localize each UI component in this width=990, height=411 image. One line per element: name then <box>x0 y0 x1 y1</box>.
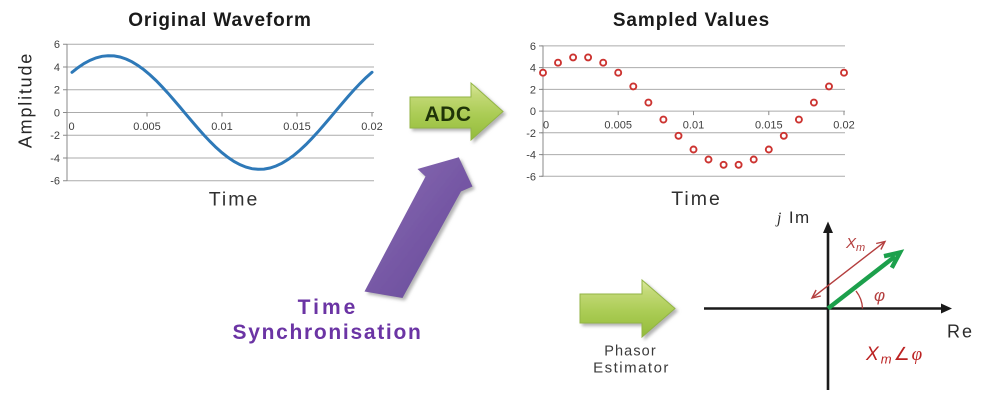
svg-text:Time: Time <box>671 188 722 210</box>
svg-text:Time: Time <box>209 189 260 211</box>
svg-text:0: 0 <box>68 121 74 133</box>
svg-text:2: 2 <box>54 85 60 97</box>
svg-text:0: 0 <box>543 120 549 132</box>
svg-text:Re: Re <box>947 322 974 342</box>
svg-text:0.015: 0.015 <box>755 120 783 132</box>
svg-text:-2: -2 <box>526 128 536 140</box>
svg-text:0.01: 0.01 <box>211 121 232 133</box>
svg-text:4: 4 <box>54 62 60 74</box>
svg-text:-6: -6 <box>526 171 536 183</box>
svg-text:Xm∠φ: Xm∠φ <box>865 344 924 367</box>
svg-text:Sampled Values: Sampled Values <box>613 10 770 31</box>
svg-text:0.015: 0.015 <box>283 121 311 133</box>
svg-text:0.02: 0.02 <box>361 121 382 133</box>
svg-text:0.02: 0.02 <box>833 120 854 132</box>
svg-text:0: 0 <box>530 106 536 118</box>
svg-text:Estimator: Estimator <box>593 360 670 377</box>
svg-text:Synchronisation: Synchronisation <box>232 321 422 344</box>
svg-text:-2: -2 <box>50 130 60 142</box>
svg-text:4: 4 <box>530 63 536 75</box>
svg-text:-4: -4 <box>526 150 536 162</box>
svg-text:j Im: j Im <box>775 208 811 227</box>
svg-text:Phasor: Phasor <box>604 344 657 360</box>
svg-text:6: 6 <box>530 41 536 53</box>
svg-text:0.005: 0.005 <box>604 120 632 132</box>
svg-text:0: 0 <box>54 108 60 120</box>
svg-text:Xm: Xm <box>845 235 865 254</box>
svg-text:6: 6 <box>54 39 60 51</box>
svg-text:ADC: ADC <box>425 103 472 126</box>
svg-text:φ: φ <box>874 286 885 305</box>
svg-text:Amplitude: Amplitude <box>16 52 36 148</box>
svg-text:Time: Time <box>298 296 359 319</box>
svg-text:0.01: 0.01 <box>683 120 704 132</box>
svg-text:0.005: 0.005 <box>133 121 161 133</box>
svg-text:-4: -4 <box>50 153 60 165</box>
svg-text:2: 2 <box>530 84 536 96</box>
svg-text:-6: -6 <box>50 176 60 188</box>
svg-text:Original Waveform: Original Waveform <box>128 10 312 31</box>
